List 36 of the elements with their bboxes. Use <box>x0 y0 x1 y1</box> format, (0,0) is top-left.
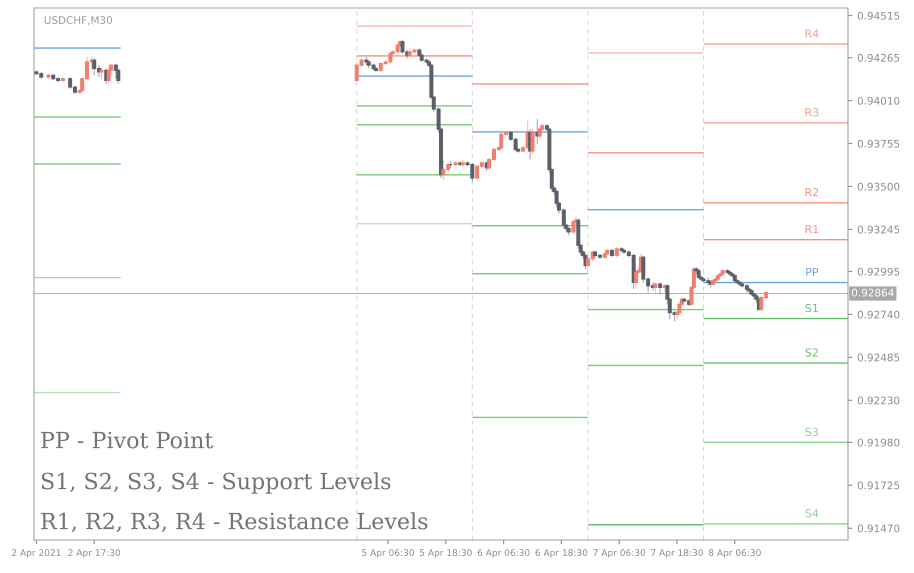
y-tick-label: 0.92740 <box>858 310 900 319</box>
y-tick-label: 0.91725 <box>858 482 900 490</box>
x-tick-label: 5 Apr 18:30 <box>420 549 472 558</box>
x-tick-label: 7 Apr 06:30 <box>593 549 646 558</box>
y-tick-label: 0.94265 <box>858 54 900 62</box>
y-tick-label: 0.94010 <box>858 96 900 105</box>
annotation: PP - Pivot Point <box>41 432 214 448</box>
x-tick-label: 5 Apr 06:30 <box>362 549 414 558</box>
annotation: S3 <box>806 428 818 436</box>
annotation: S1 <box>806 304 818 312</box>
annotation: R1 <box>806 225 818 234</box>
x-tick-label: 2 Apr 2021 <box>12 549 61 558</box>
annotation: S4 <box>806 509 818 518</box>
x-tick-label: 6 Apr 06:30 <box>478 549 530 558</box>
y-tick-label: 0.93755 <box>858 140 900 148</box>
x-tick-label: 2 Apr 17:30 <box>68 549 120 558</box>
y-tick-label: 0.93245 <box>858 226 900 234</box>
y-tick-label: 0.92230 <box>858 396 900 404</box>
annotation: R4 <box>806 29 819 38</box>
annotation: S2 <box>806 348 818 357</box>
annotation: R1, R2, R3, R4 - Resistance Levels <box>41 512 428 532</box>
x-tick-label: 6 Apr 18:30 <box>535 549 588 558</box>
annotation: R3 <box>806 108 818 116</box>
text: USDCHF,M30 <box>44 16 112 26</box>
y-tick-label: 0.92995 <box>858 268 900 276</box>
y-tick-label: 0.92485 <box>858 354 900 362</box>
x-tick-label: 8 Apr 06:30 <box>708 549 761 558</box>
y-tick-label: 0.94515 <box>858 12 900 20</box>
ref-line-label: 0.92864 <box>852 288 894 297</box>
annotation: R2 <box>806 188 818 196</box>
annotation: PP <box>806 268 818 276</box>
y-tick-label: 0.91470 <box>858 524 900 532</box>
y-tick-label: 0.93500 <box>858 182 900 191</box>
y-tick-label: 0.91980 <box>858 438 900 446</box>
annotation: S1, S2, S3, S4 - Support Levels <box>42 472 390 494</box>
x-tick-label: 7 Apr 18:30 <box>651 549 703 558</box>
